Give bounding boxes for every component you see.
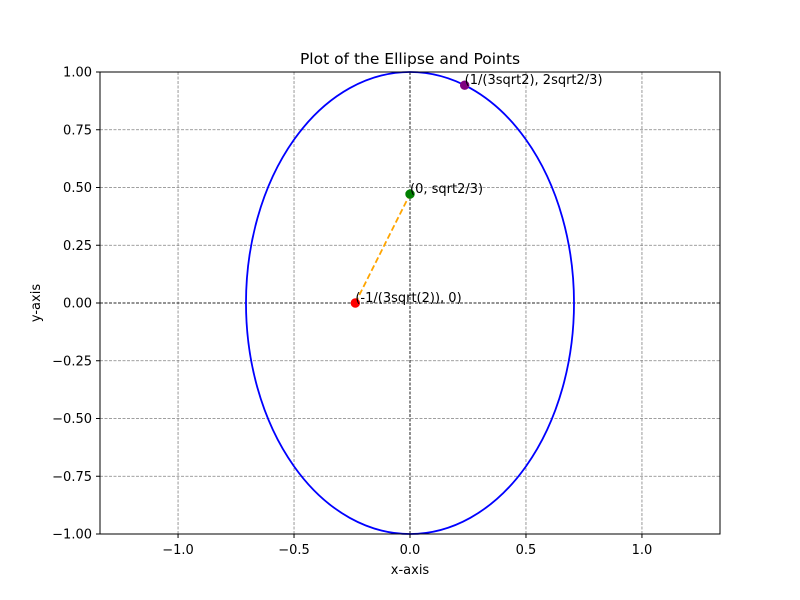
y-tick-label: −0.75 [52,470,92,485]
x-tick-label: 1.0 [632,543,653,558]
chart-title: Plot of the Ellipse and Points [300,50,520,68]
point-annotation: (0, sqrt2/3) [410,182,483,197]
points: (-1/(3sqrt(2)), 0) (0, sqrt2/3) (1/(3sqrt2… [350,73,603,308]
y-tick-label: −1.00 [52,528,92,543]
y-tick-label: 0.75 [63,123,92,138]
point-annotation: (-1/(3sqrt(2)), 0) [355,291,461,306]
x-tick-label: 0.0 [400,543,421,558]
x-tick-label: −1.0 [162,543,194,558]
x-tick-label: 0.5 [516,543,537,558]
y-tick-label: 0.50 [63,181,92,196]
data-point [350,298,361,308]
dashed-segment [354,193,411,304]
y-ticks: −1.00 −0.75 −0.50 −0.25 0.00 0.25 0.50 0.75 1.00 [52,66,100,543]
x-tick-label: −0.5 [278,543,310,558]
x-axis-label: x-axis [391,563,430,578]
data-point [405,189,415,199]
y-tick-label: −0.50 [52,412,92,427]
y-tick-label: 0.25 [63,239,92,254]
y-axis-label: y-axis [29,284,44,322]
y-tick-label: 1.00 [63,66,92,81]
y-tick-label: 0.00 [63,297,92,312]
y-tick-label: −0.25 [52,354,92,369]
data-point [459,80,470,90]
point-annotation: (1/(3sqrt2), 2sqrt2/3) [465,73,603,88]
x-ticks: −1.0 −0.5 0.0 0.5 1.0 [162,534,652,558]
